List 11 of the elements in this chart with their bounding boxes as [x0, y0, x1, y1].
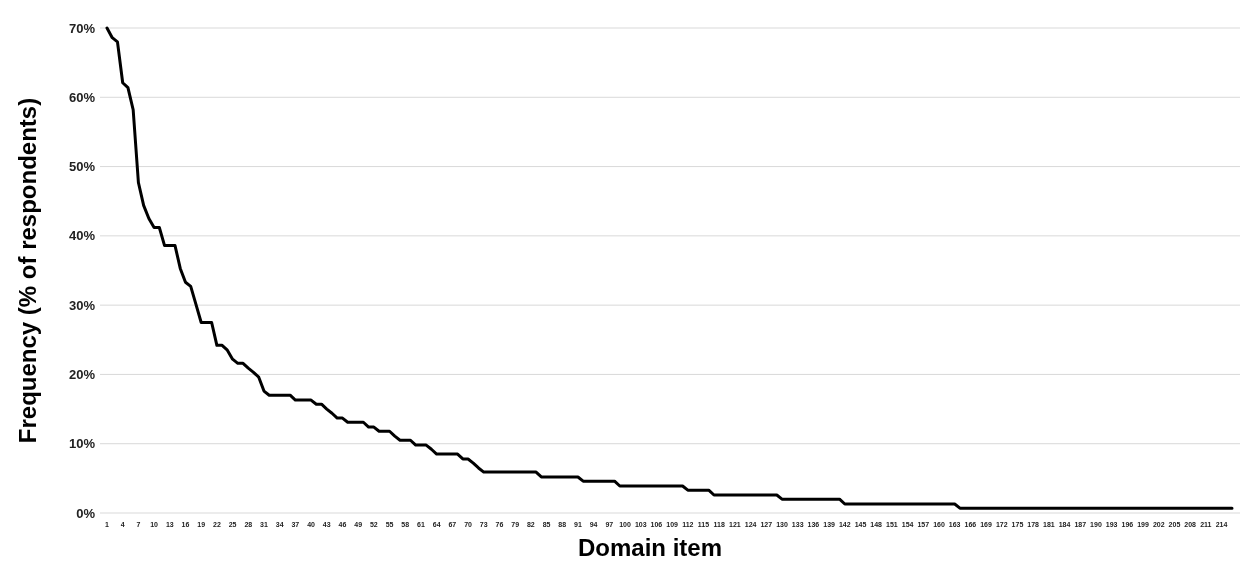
- y-tick-label: 70%: [68, 20, 96, 36]
- y-axis-title: Frequency (% of respondents): [14, 97, 41, 444]
- x-axis-title: Domain item: [577, 534, 723, 561]
- y-tick-label: 40%: [68, 228, 96, 244]
- y-tick-label: 60%: [68, 89, 96, 105]
- y-tick-label: 30%: [68, 297, 96, 313]
- y-tick-label: 10%: [68, 436, 96, 452]
- y-tick-label: 0%: [76, 505, 96, 521]
- line-series: [105, 26, 1234, 510]
- y-tick-label: 50%: [68, 159, 96, 175]
- y-tick-label: 20%: [68, 366, 96, 382]
